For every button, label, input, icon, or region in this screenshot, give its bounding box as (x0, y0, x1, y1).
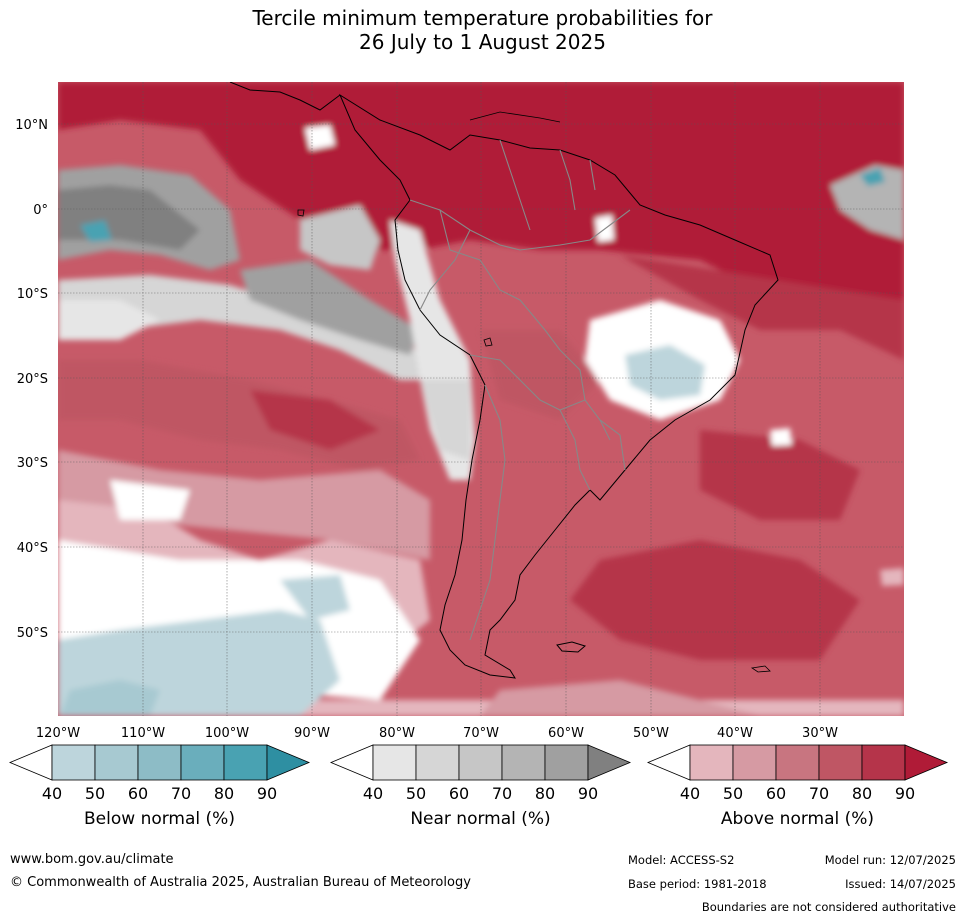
south-america-coastline (338, 93, 779, 679)
colorbar-tick-label: 90 (578, 784, 598, 803)
lat-label: 40°S (17, 541, 48, 556)
colorbar-tick-label: 80 (535, 784, 555, 803)
colorbar-tick-label: 70 (492, 784, 512, 803)
lat-label: 20°S (17, 372, 48, 387)
colorbar-segment (501, 744, 546, 781)
model-run-text: Model run: 12/07/2025 (824, 853, 956, 867)
lat-label: 10°S (17, 287, 48, 302)
colorbar-high-extend (266, 744, 311, 781)
colorbar-segment (732, 744, 777, 781)
model-text: Model: ACCESS-S2 (628, 853, 735, 867)
country-borders (409, 139, 631, 641)
colorbar-tick-label: 60 (449, 784, 469, 803)
website-link[interactable]: www.bom.gov.au/climate (10, 852, 174, 867)
colorbar-3: 40 50 60 70 80 90 Above normal (%) (646, 744, 949, 829)
disclaimer-text: Boundaries are not considered authoritat… (701, 900, 956, 914)
colorbar-segment (180, 744, 225, 781)
colorbar-high-extend (587, 744, 632, 781)
colorbar-tick-label: 80 (214, 784, 234, 803)
lon-label: 120°W (36, 726, 80, 741)
colorbar-segment (51, 744, 96, 781)
lon-label: 40°W (717, 726, 753, 741)
colorbar-high-extend (904, 744, 949, 781)
lat-label: 10°N (15, 118, 48, 133)
colorbar-segment (137, 744, 182, 781)
probability-field (58, 82, 904, 716)
colorbar-tick-label: 70 (171, 784, 191, 803)
colorbar-segment (94, 744, 139, 781)
title-line-2: 26 July to 1 August 2025 (359, 30, 606, 54)
colorbar-title: Below normal (%) (84, 809, 235, 829)
colorbar-segment (415, 744, 460, 781)
colorbar-segment (223, 744, 268, 781)
lon-label: 100°W (205, 726, 249, 741)
colorbar-tick-label: 50 (85, 784, 105, 803)
lon-label: 110°W (121, 726, 165, 741)
colorbar-tick-label: 40 (363, 784, 383, 803)
colorbar-tick-label: 50 (406, 784, 426, 803)
latitude-labels: 10°N 0° 10°S 20°S 30°S 40°S 50°S (15, 118, 48, 641)
colorbar-tick-label: 70 (809, 784, 829, 803)
colorbar-segment (372, 744, 417, 781)
lat-label: 30°S (17, 456, 48, 471)
lon-label: 90°W (294, 726, 330, 741)
colorbar-tick-label: 40 (680, 784, 700, 803)
colorbar-tick-label: 90 (895, 784, 915, 803)
colorbar-segment (689, 744, 734, 781)
colorbar-tick-label: 40 (42, 784, 62, 803)
colorbar-1: 40 50 60 70 80 90 Below normal (%) (8, 744, 311, 829)
colorbar-low-extend (329, 744, 374, 781)
colorbar-tick-label: 60 (766, 784, 786, 803)
colorbar-tick-label: 50 (723, 784, 743, 803)
lat-label: 50°S (17, 626, 48, 641)
longitude-labels: 120°W 110°W 100°W 90°W 80°W 70°W 60°W 50… (36, 726, 838, 741)
colorbar-low-extend (8, 744, 53, 781)
title-line-1: Tercile minimum temperature probabilitie… (252, 6, 713, 30)
colorbar-2: 40 50 60 70 80 90 Near normal (%) (329, 744, 632, 829)
colorbar-segment (775, 744, 820, 781)
colorbar-low-extend (646, 744, 691, 781)
lat-label: 0° (33, 203, 48, 218)
lon-label: 60°W (548, 726, 584, 741)
copyright-text: © Commonwealth of Australia 2025, Austra… (10, 875, 471, 890)
colorbar-segment (544, 744, 589, 781)
lon-label: 70°W (463, 726, 499, 741)
lon-label: 80°W (379, 726, 415, 741)
lon-label: 50°W (633, 726, 669, 741)
colorbars: 40 50 60 70 80 90 Below normal (%) 40 50 60 70 80 90… (8, 744, 949, 829)
colorbar-tick-label: 60 (128, 784, 148, 803)
lon-label: 30°W (802, 726, 838, 741)
colorbar-title: Above normal (%) (721, 809, 874, 829)
issued-text: Issued: 14/07/2025 (845, 877, 956, 891)
colorbar-segment (861, 744, 906, 781)
base-period-text: Base period: 1981-2018 (628, 877, 767, 891)
colorbar-title: Near normal (%) (410, 809, 550, 829)
colorbar-tick-label: 80 (852, 784, 872, 803)
colorbar-segment (818, 744, 863, 781)
map-title: Tercile minimum temperature probabilitie… (0, 6, 965, 54)
colorbar-tick-label: 90 (257, 784, 277, 803)
colorbar-segment (458, 744, 503, 781)
